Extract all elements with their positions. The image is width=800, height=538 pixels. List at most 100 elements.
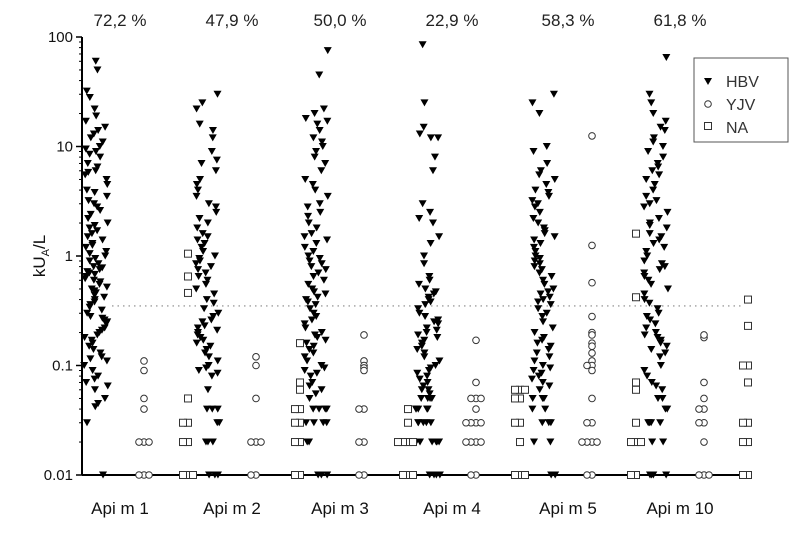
yjv-point [135,471,143,479]
hbv-point [528,375,537,383]
hbv-point [417,394,426,402]
hbv-point [197,159,206,167]
hbv-point [80,334,89,342]
hbv-point [202,296,211,304]
yjv-point [472,378,480,387]
na-point [521,385,529,394]
hbv-point [96,349,105,357]
hbv-point [87,230,96,238]
hbv-point [91,403,100,411]
hbv-point [656,419,665,427]
hbv-point [194,266,203,274]
hbv-point [539,296,548,304]
na-point [739,471,747,479]
hbv-point [640,331,649,339]
na-point [291,471,299,479]
yjv-point [477,438,485,446]
yjv-point [140,394,148,403]
hbv-point [539,318,548,326]
hbv-point [195,215,204,223]
percent-label: 50,0 % [314,11,367,30]
hbv-point [544,345,553,353]
hbv-point [200,322,209,330]
hbv-point [203,386,212,394]
hbv-point [534,219,543,227]
hbv-point [85,250,94,258]
na-point [632,385,640,394]
hbv-point [195,257,204,265]
hbv-point [210,290,219,298]
hbv-point [98,236,107,244]
hbv-point [86,313,95,321]
na-point [637,438,645,447]
hbv-point [207,316,216,324]
hbv-point [663,208,672,216]
hbv-point [643,372,652,380]
legend-hbv-label: HBV [726,74,759,91]
yjv-point [140,357,148,365]
hbv-point [540,280,549,288]
hbv-point [415,215,424,223]
hbv-point [642,247,651,255]
hbv-point [192,192,201,200]
hbv-point [194,367,203,375]
y-label-subscript: A [40,248,52,256]
hbv-point [304,212,313,220]
y-label-tail: /L [30,235,49,249]
hbv-point [85,342,94,350]
hbv-point [192,105,201,113]
hbv-point [309,247,318,255]
hbv-point [425,272,434,280]
hbv-point [95,143,104,150]
yjv-point [145,471,153,479]
percent-label: 47,9 % [206,11,259,30]
na-point [744,378,752,387]
hbv-point [644,276,653,284]
hbv-point [661,117,670,125]
hbv-point [213,471,222,479]
hbv-point [530,329,539,337]
hbv-point [432,326,441,334]
hbv-point [194,272,203,280]
hbv-point [81,275,90,283]
hbv-point [93,227,102,235]
na-point [189,471,197,479]
yjv-point [695,405,703,413]
yjv-point [593,438,601,446]
hbv-point [95,280,104,288]
hbv-point [305,394,314,402]
hbv-point [317,260,326,268]
hbv-point [642,192,651,200]
hbv-point [102,247,111,255]
hbv-point [90,291,99,299]
yjv-point [252,361,260,370]
hbv-point [550,233,559,241]
hbv-point [422,329,431,337]
yjv-point [257,438,265,446]
hbv-point [535,110,544,118]
na-point [744,321,752,330]
hbv-point [421,313,430,321]
hbv-point [85,94,94,102]
hbv-point [323,117,332,125]
hbv-point [656,362,665,369]
hbv-point [660,263,669,271]
yjv-point [588,349,596,357]
hbv-point [414,331,423,339]
hbv-point [648,438,657,446]
yjv-point [252,353,260,361]
na-point [179,471,187,479]
hbv-point [101,123,110,131]
hbv-point [530,438,539,446]
na-point [511,385,519,394]
hbv-point [193,236,202,244]
hbv-point [536,290,545,298]
hbv-point [82,186,91,194]
hbv-point [415,130,424,138]
hbv-point [649,134,658,142]
hbv-point [530,263,539,271]
na-point [511,394,519,403]
hbv-point [81,171,90,179]
hbv-point [88,241,97,249]
yjv-point [578,438,586,446]
